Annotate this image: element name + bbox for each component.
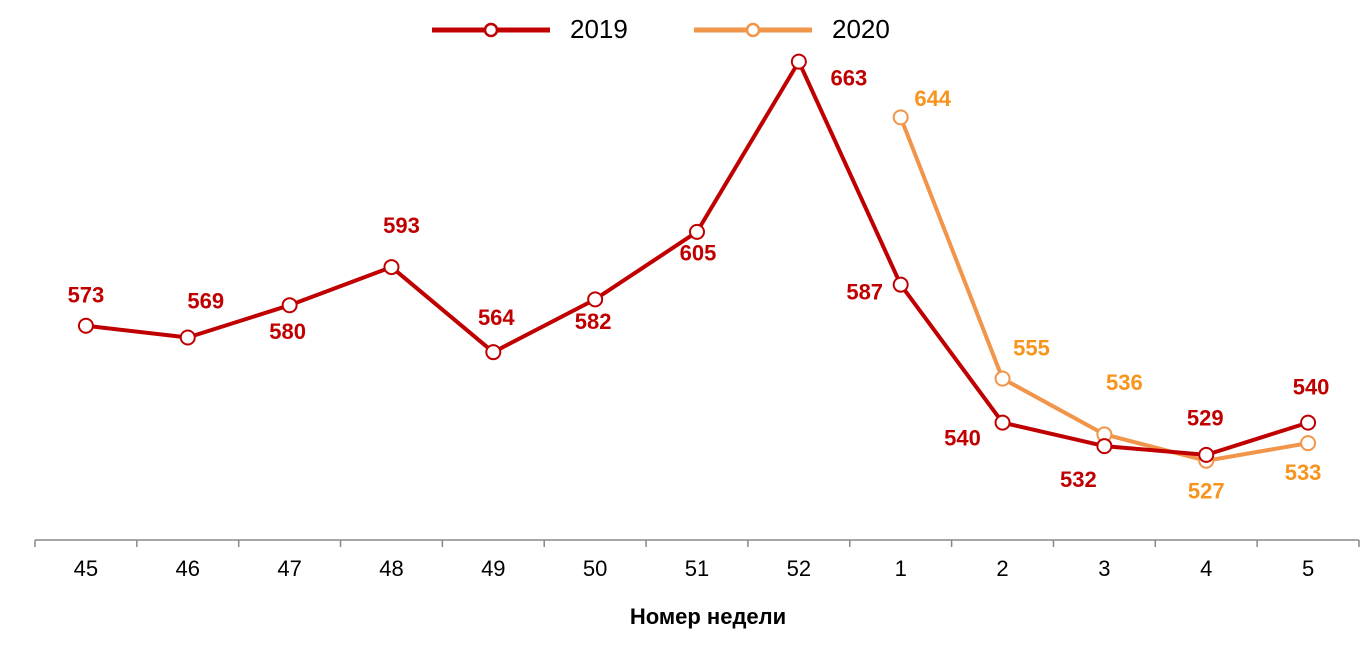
data-point bbox=[1300, 435, 1317, 452]
data-point bbox=[485, 344, 502, 361]
x-tick-label: 5 bbox=[1302, 556, 1314, 581]
x-tick-label: 4 bbox=[1200, 556, 1212, 581]
data-point bbox=[281, 297, 298, 314]
data-point bbox=[790, 53, 807, 70]
x-tick-label: 50 bbox=[583, 556, 607, 581]
data-label: 580 bbox=[269, 319, 306, 344]
data-point bbox=[892, 276, 909, 293]
data-label: 573 bbox=[68, 283, 105, 308]
data-label: 663 bbox=[830, 65, 867, 90]
legend-marker bbox=[745, 22, 761, 38]
series-2019: 573 569 580 593 564 582 605 663 587 540 532 529 540 bbox=[68, 53, 1330, 492]
data-point bbox=[1300, 414, 1317, 431]
legend-item-2019: 2019 bbox=[432, 14, 628, 44]
x-tick-label: 1 bbox=[895, 556, 907, 581]
x-tick-label: 51 bbox=[685, 556, 709, 581]
data-point bbox=[994, 414, 1011, 431]
data-label: 564 bbox=[478, 305, 515, 330]
data-point bbox=[179, 329, 196, 346]
data-point bbox=[77, 317, 94, 334]
data-label: 644 bbox=[914, 86, 951, 111]
legend-label: 2020 bbox=[832, 14, 890, 44]
data-point bbox=[383, 259, 400, 276]
data-label: 536 bbox=[1106, 370, 1143, 395]
data-point bbox=[587, 291, 604, 308]
x-axis-title: Номер недели bbox=[630, 604, 786, 629]
x-tick-label: 3 bbox=[1098, 556, 1110, 581]
x-tick-label: 46 bbox=[176, 556, 200, 581]
data-point bbox=[1198, 446, 1215, 463]
series-line-2020 bbox=[898, 116, 1309, 463]
data-label: 582 bbox=[575, 309, 612, 334]
legend-marker bbox=[483, 22, 499, 38]
data-label: 555 bbox=[1013, 335, 1050, 360]
x-tick-label: 49 bbox=[481, 556, 505, 581]
data-label: 532 bbox=[1060, 467, 1097, 492]
x-tick-label: 47 bbox=[277, 556, 301, 581]
data-label: 540 bbox=[944, 425, 981, 450]
data-label: 529 bbox=[1187, 406, 1224, 431]
data-point bbox=[892, 109, 909, 126]
x-tick-label: 48 bbox=[379, 556, 403, 581]
series-2020: 644 555 536 527 533 bbox=[892, 86, 1322, 504]
data-label: 605 bbox=[680, 241, 717, 266]
data-label: 569 bbox=[187, 288, 224, 313]
x-tick-label: 52 bbox=[787, 556, 811, 581]
data-point bbox=[1096, 438, 1113, 455]
x-tick-label: 45 bbox=[74, 556, 98, 581]
data-label: 533 bbox=[1285, 460, 1322, 485]
data-point bbox=[994, 370, 1011, 387]
data-label: 593 bbox=[383, 213, 420, 238]
x-tick-label: 2 bbox=[996, 556, 1008, 581]
x-axis: 45 46 47 48 49 50 51 52 1 2 3 4 5 bbox=[34, 539, 1360, 581]
legend: 2019 2020 bbox=[432, 14, 890, 44]
data-point bbox=[689, 223, 705, 240]
data-label: 540 bbox=[1293, 374, 1330, 399]
data-label: 527 bbox=[1188, 479, 1225, 504]
data-label: 587 bbox=[846, 279, 883, 304]
legend-label: 2019 bbox=[570, 14, 628, 44]
legend-item-2020: 2020 bbox=[694, 14, 890, 44]
